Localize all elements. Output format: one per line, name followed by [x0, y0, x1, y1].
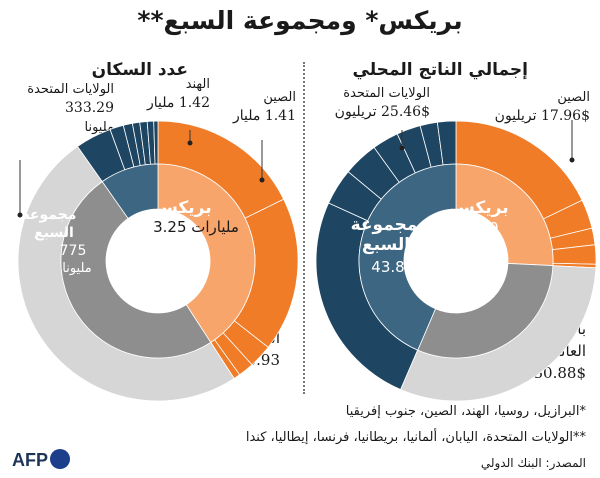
pop-india-leader-dot	[187, 140, 193, 146]
afp-logo: AFP	[12, 449, 70, 471]
gdp-outer-slice-8	[347, 146, 400, 200]
gdp-brics-value: 25.9	[465, 219, 498, 237]
note-brics: *البرازيل، روسيا، الهند، الصين، جنوب إفر…	[345, 404, 586, 419]
page-title: بريكس* ومجموعة السبع**	[137, 6, 463, 35]
gdp-inner-slice-0	[455, 163, 554, 266]
gdp-section-title: إجمالي الناتج المحلي	[352, 60, 528, 80]
gdp-center-hole	[404, 209, 508, 313]
pop-g7-label-2: السبع	[34, 225, 74, 241]
pop-g7-unit: مليونا	[62, 261, 92, 276]
gdp-inner-slice-2	[358, 163, 457, 351]
pop-outer-slice-10	[139, 120, 151, 166]
gdp-usa-label: الولايات المتحدة 25.46$ تريليون	[334, 86, 430, 120]
pop-india-label: الهند 1.42 مليار	[146, 77, 210, 111]
gdp-g7-label-1: مجموعة	[351, 215, 418, 235]
gdp-rest-label: باقي أنحاء العالم 30.88$ تريليون	[483, 320, 586, 382]
gdp-outer-slice-12	[436, 120, 457, 166]
pop-outer-slice-12	[153, 120, 159, 165]
gdp-brics-label: بريكس	[451, 198, 508, 218]
pop-rest-label: باقي أنحاء العالم 3.93 مليار	[212, 307, 280, 369]
gdp-outer-slice-0	[455, 120, 583, 220]
gdp-outer-slice-3	[551, 244, 597, 265]
chart-text: بريكس 3.25 مليارات مجموعة السبع 775 مليو…	[22, 198, 509, 276]
gdp-outer-slice-1	[542, 199, 593, 239]
afp-logo-dot	[50, 449, 70, 469]
gdp-outer-slice-4	[552, 262, 597, 269]
section-divider	[303, 62, 305, 394]
pop-usa-label: الولايات المتحدة 333.29 مليونا	[27, 82, 114, 135]
pop-brics-label: بريكس	[154, 198, 211, 218]
pop-outer-slice-11	[146, 120, 156, 165]
pop-china-label: الصين 1.41 مليار	[232, 90, 296, 124]
gdp-china-label: الصين 17.96$ تريليون	[494, 90, 590, 124]
source-note: المصدر: البنك الدولي	[480, 456, 586, 470]
gdp-china-leader-dot	[569, 157, 575, 163]
pop-outer-slice-0	[157, 120, 285, 219]
gdp-outer-slice-10	[396, 125, 432, 174]
pop-outer-slice-9	[131, 121, 146, 167]
gdp-outer-slice-9	[373, 133, 416, 183]
population-section-title: عدد السكان	[91, 60, 188, 80]
pop-outer-slice-6	[76, 128, 126, 183]
pop-g7-label-1: مجموعة	[22, 207, 77, 223]
pop-inner-slice-1	[60, 181, 212, 359]
pop-outer-slice-5	[17, 145, 235, 402]
note-g7: **الولايات المتحدة، اليابان، ألمانيا، بر…	[245, 430, 586, 445]
gdp-g7-value: 43.8	[371, 258, 404, 276]
pop-g7-value: 775	[60, 243, 87, 259]
gdp-usa-leader-dot	[399, 145, 405, 151]
pop-usa-leader-dot	[17, 212, 23, 218]
gdp-outer-slice-2	[549, 227, 596, 251]
pop-outer-slice-8	[122, 122, 141, 168]
pop-center-hole	[106, 209, 210, 313]
gdp-outer-slice-7	[328, 171, 382, 222]
pop-inner-slice-2	[101, 163, 159, 219]
pop-brics-value: 3.25 مليارات	[153, 218, 239, 236]
pop-china-leader-dot	[259, 177, 265, 183]
gdp-outer-slice-11	[419, 121, 444, 168]
gdp-outer-slice-6	[315, 202, 419, 391]
gdp-g7-label-2: السبع	[362, 235, 410, 255]
